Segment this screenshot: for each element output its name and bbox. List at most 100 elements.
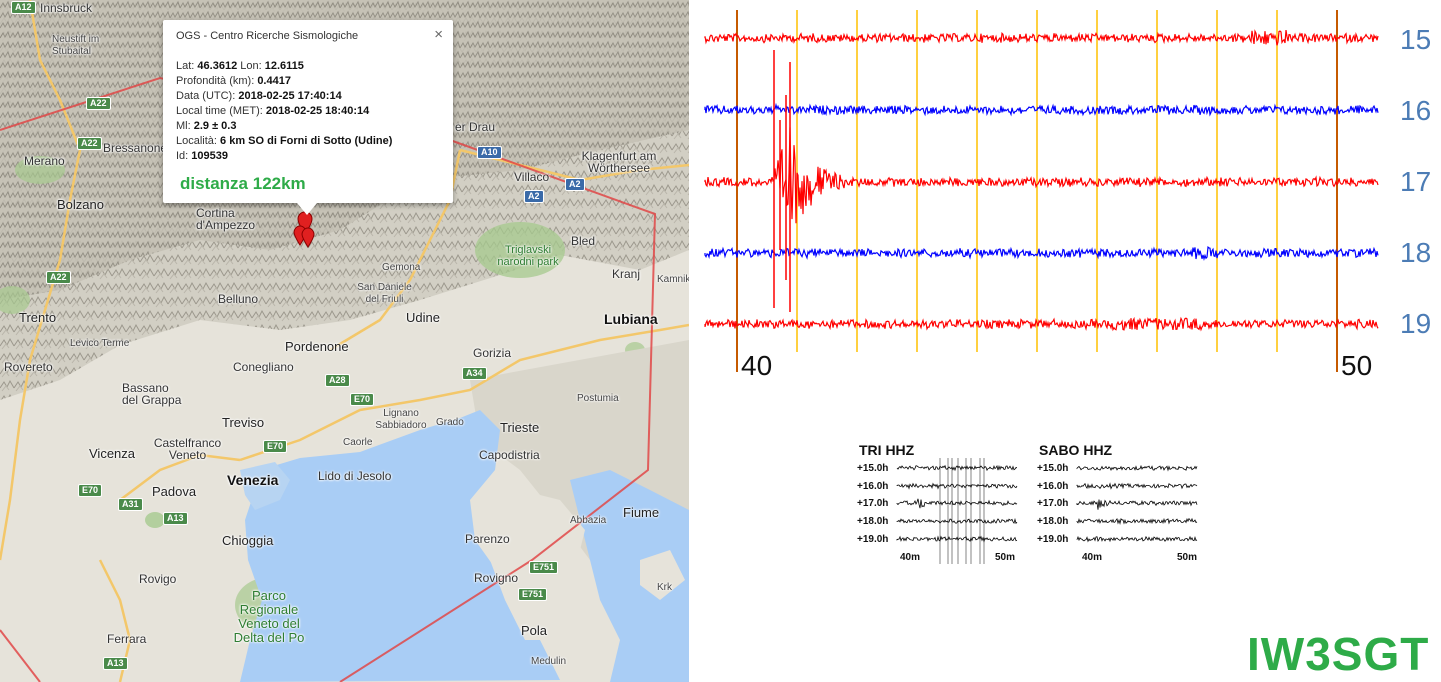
road-shield: E751 xyxy=(518,588,548,601)
place-label: Villaco xyxy=(514,170,550,184)
place-label: Lubiana xyxy=(604,311,658,327)
thumb-row-label: +16.0h xyxy=(1037,481,1069,492)
thumb-trace xyxy=(1076,482,1198,490)
place-label: Gorizia xyxy=(473,346,512,360)
place-label: Bolzano xyxy=(57,197,104,212)
hour-label: 16 xyxy=(1400,95,1432,126)
thumb-trace xyxy=(896,535,1018,543)
location-label: Località: xyxy=(176,135,217,147)
popup-localtime: Local time (MET): 2018-02-25 18:40:14 xyxy=(176,105,369,118)
minute-end-label: 50 xyxy=(1341,350,1373,381)
utc-label: Data (UTC): xyxy=(176,90,236,102)
id-label: Id: xyxy=(176,150,189,162)
place-label: Gemona xyxy=(382,262,421,273)
hour-label: 15 xyxy=(1400,24,1432,55)
lat-label: Lat: xyxy=(176,60,195,72)
road-shield: A22 xyxy=(77,137,102,150)
road-shield: A10 xyxy=(477,146,502,159)
earthquake-marker-icon xyxy=(293,211,315,248)
place-label: Grado xyxy=(436,417,464,428)
road-shield: A28 xyxy=(325,374,350,387)
depth-label: Profondità (km): xyxy=(176,75,255,87)
road-shield: E70 xyxy=(350,393,375,406)
trace-15 xyxy=(704,29,1379,46)
place-label: Merano xyxy=(24,154,65,168)
place-label: Pola xyxy=(521,623,548,638)
local-label: Local time (MET): xyxy=(176,105,263,117)
road-shield: A13 xyxy=(163,512,188,525)
thumb-trace xyxy=(896,482,1018,490)
thumb-trace xyxy=(896,464,1018,472)
road-shield: A12 xyxy=(11,1,36,14)
place-label: Neustift im Stubaital xyxy=(52,34,100,57)
place-label: Rovigno xyxy=(474,571,519,585)
thumb-min-label: 40m xyxy=(900,552,921,563)
helicorder-plot xyxy=(704,10,1379,564)
place-label: Cortina d'Ampezzo xyxy=(196,206,255,232)
popup-pointer xyxy=(297,203,317,215)
place-label: San Daniele del Friuli xyxy=(357,282,412,305)
park-label: Parco Regionale Veneto del Delta del Po xyxy=(233,588,305,645)
place-label: Castelfranco Veneto xyxy=(153,436,222,462)
road-shield: A31 xyxy=(118,498,143,511)
place-label: Conegliano xyxy=(233,360,294,374)
local-value: 2018-02-25 18:40:14 xyxy=(265,105,370,117)
earthquake-info-popup: OGS - Centro Ricerche Sismologiche × Lat… xyxy=(163,20,453,215)
place-label: Treviso xyxy=(222,415,265,430)
thumb-trace xyxy=(1076,499,1198,510)
place-label: Innsbruck xyxy=(40,1,93,15)
road-shield: A13 xyxy=(103,657,128,670)
place-label: er Drau xyxy=(455,120,496,134)
place-label: Bressanone xyxy=(103,141,168,155)
road-shield: E751 xyxy=(529,561,559,574)
place-label: Bassano del Grappa xyxy=(122,381,182,407)
place-label: Padova xyxy=(152,484,197,499)
place-label: Bled xyxy=(571,234,596,248)
thumb-row-label: +19.0h xyxy=(1037,534,1069,545)
hour-label: 19 xyxy=(1400,308,1432,339)
road-shield: E70 xyxy=(263,440,288,453)
ml-label: Ml: xyxy=(176,120,191,132)
place-label: Lignano Sabbiadoro xyxy=(375,408,427,431)
place-label: Krk xyxy=(657,582,672,593)
lon-label: Lon: xyxy=(240,60,262,72)
distance-label: distanza 122km xyxy=(180,174,306,193)
map-panel[interactable]: Innsbruck Neustift im Stubaital Merano B… xyxy=(0,0,689,682)
place-label: Rovigo xyxy=(139,572,177,586)
thumb-title: TRI HHZ xyxy=(859,442,915,458)
thumb-trace xyxy=(896,517,1018,525)
trace-16 xyxy=(704,102,1379,117)
place-label: Medulin xyxy=(531,656,567,667)
thumb-row-label: +15.0h xyxy=(857,463,889,474)
ml-value: 2.9 ± 0.3 xyxy=(193,120,237,132)
popup-latlon: Lat: 46.3612 Lon: 12.6115 xyxy=(176,60,304,73)
thumb-trace xyxy=(1076,464,1198,472)
place-label: Vicenza xyxy=(89,446,136,461)
lon-value: 12.6115 xyxy=(264,60,304,72)
thumb-row-label: +17.0h xyxy=(857,498,889,509)
place-label: Klagenfurt am Wörthersee xyxy=(581,149,657,175)
place-label: Kamnik xyxy=(657,274,689,285)
place-label: Fiume xyxy=(623,505,660,520)
thumb-trace xyxy=(1076,535,1198,543)
thumb-min-label: 50m xyxy=(1177,552,1198,563)
thumb-row-label: +16.0h xyxy=(857,481,889,492)
seismogram-panel: 15 16 17 18 19 40 50 TRI HHZ +15.0h +16.… xyxy=(690,0,1441,682)
thumb-title: SABO HHZ xyxy=(1039,442,1113,458)
trace-17 xyxy=(704,127,1379,224)
place-label: Capodistria xyxy=(479,448,540,462)
callsign-watermark: IW3SGT xyxy=(1247,628,1430,680)
thumb-row-label: +18.0h xyxy=(1037,516,1069,527)
trace-19 xyxy=(704,316,1379,332)
thumb-row-label: +17.0h xyxy=(1037,498,1069,509)
place-label: Udine xyxy=(406,310,440,325)
road-shield: A2 xyxy=(565,178,585,191)
thumb-row-label: +18.0h xyxy=(857,516,889,527)
hour-label: 17 xyxy=(1400,166,1432,197)
utc-value: 2018-02-25 17:40:14 xyxy=(238,90,342,102)
place-label: Venezia xyxy=(227,472,279,488)
popup-magnitude: Ml: 2.9 ± 0.3 xyxy=(176,120,236,133)
close-icon[interactable]: × xyxy=(434,26,443,43)
road-shield: E70 xyxy=(78,484,103,497)
place-label: Ferrara xyxy=(107,632,147,646)
